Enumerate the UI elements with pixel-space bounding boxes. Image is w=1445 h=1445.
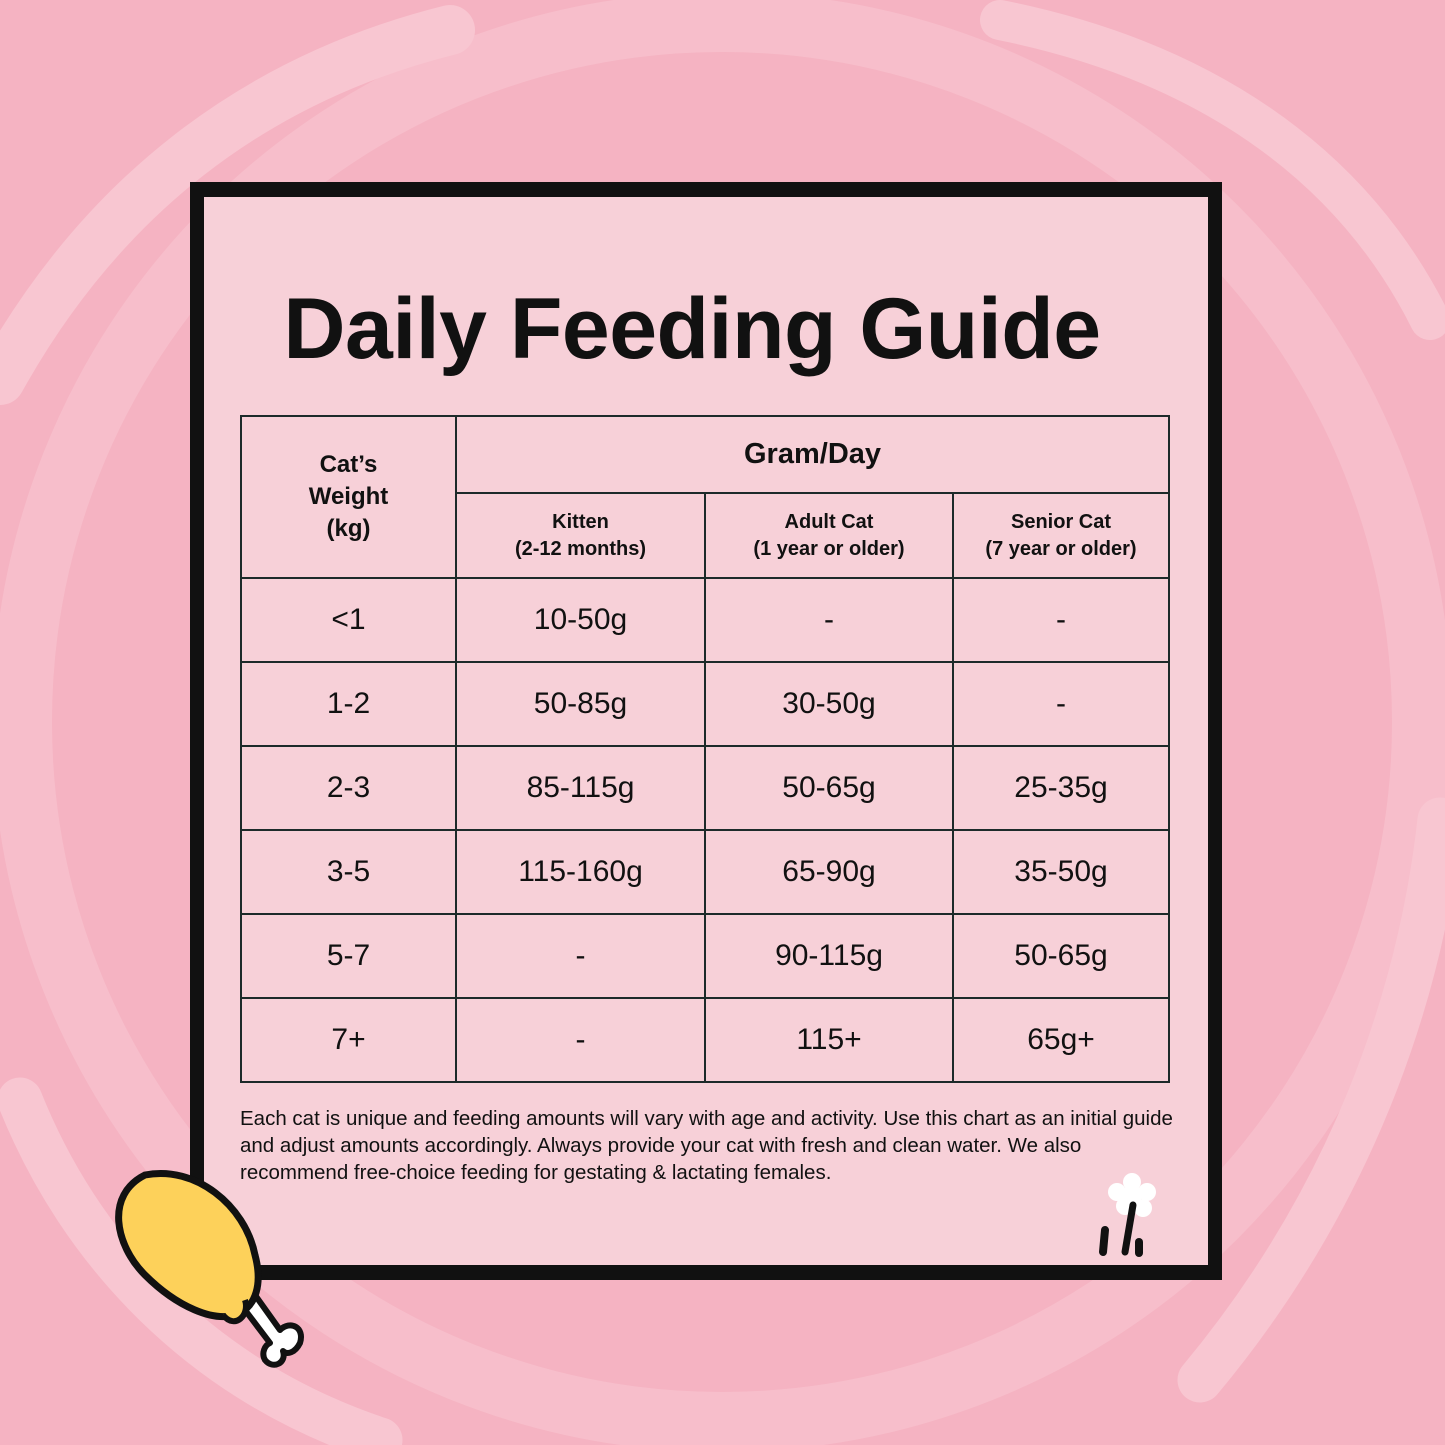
gram-day-header: Gram/Day: [454, 415, 1171, 494]
column-header-adult-cat: Adult Cat (1 year or older): [704, 492, 954, 579]
weight-cell: 7+: [240, 997, 457, 1083]
amount-cell: 85-115g: [455, 745, 706, 831]
table-row: 5-7-90-115g 50-65g: [240, 913, 1171, 999]
amount-cell: 115-160g: [455, 829, 706, 915]
amount-cell: 65-90g: [704, 829, 954, 915]
amount-cell: 65g+: [951, 997, 1171, 1083]
weight-cell: 5-7: [240, 913, 457, 999]
amount-cell: 50-65g: [951, 913, 1171, 999]
weight-header-line: Cat’s: [319, 451, 378, 478]
amount-cell: 30-50g: [704, 661, 954, 747]
column-header-senior-cat: Senior Cat (7 year or older): [951, 492, 1171, 579]
weight-cell: 3-5: [240, 829, 457, 915]
table-row: 3-5 115-160g 65-90g 35-50g: [240, 829, 1171, 915]
amount-cell: 50-85g: [455, 661, 706, 747]
amount-cell: 35-50g: [951, 829, 1171, 915]
amount-cell: 90-115g: [704, 913, 954, 999]
weight-cell: 2-3: [240, 745, 457, 831]
amount-cell: 115+: [704, 997, 954, 1083]
weight-header-line: (kg): [326, 515, 371, 542]
amount-cell: -: [704, 577, 954, 663]
weight-cell: <1: [240, 577, 457, 663]
column-name: Kitten: [552, 510, 609, 533]
column-name: Adult Cat: [784, 510, 874, 533]
weight-cell: 1-2: [240, 661, 457, 747]
drumstick-icon: [115, 1170, 304, 1368]
weight-header-line: Weight: [308, 483, 389, 510]
feeding-table: Cat’s Weight (kg) Gram/Day Kitten (2-12 m…: [240, 415, 1171, 1083]
amount-cell: -: [951, 661, 1171, 747]
table-row: <1 10-50g - -: [240, 577, 1171, 663]
weight-header: Cat’s Weight (kg): [240, 415, 457, 579]
flower-logo-icon: [1099, 1173, 1156, 1257]
amount-cell: 50-65g: [704, 745, 954, 831]
amount-cell: -: [455, 913, 706, 999]
amount-cell: 10-50g: [455, 577, 706, 663]
column-header-kitten: Kitten (2-12 months): [455, 492, 706, 579]
page-title: Daily Feeding Guide: [283, 281, 1101, 377]
amount-cell: -: [455, 997, 706, 1083]
amount-cell: -: [951, 577, 1171, 663]
amount-cell: 25-35g: [951, 745, 1171, 831]
column-age: (1 year or older): [753, 537, 905, 560]
column-age: (7 year or older): [985, 537, 1137, 560]
table-row: 1-2 50-85g 30-50g -: [240, 661, 1171, 747]
table-row: 2-3 85-115g 50-65g 25-35g: [240, 745, 1171, 831]
table-row: 7+ -115+ 65g+: [240, 997, 1171, 1083]
column-age: (2-12 months): [514, 537, 647, 560]
footnote: Each cat is unique and feeding amounts w…: [240, 1107, 1173, 1184]
column-name: Senior Cat: [1011, 510, 1112, 533]
